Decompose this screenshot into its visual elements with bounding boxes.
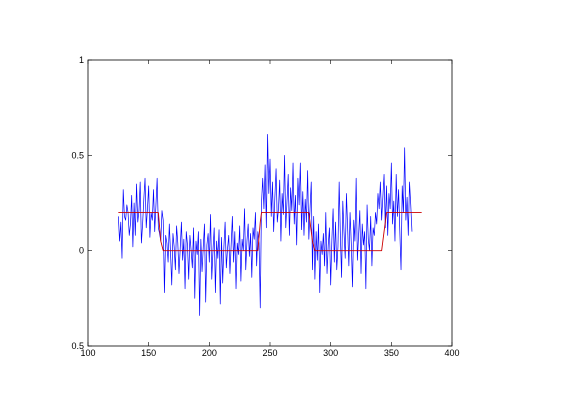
noisy-series-line (117, 134, 413, 316)
x-tick-label: 200 (202, 348, 217, 358)
x-tick-label: 400 (444, 348, 459, 358)
x-tick-label: 150 (141, 348, 156, 358)
y-tick-label: 0 (79, 246, 84, 256)
plot-area: 100 150 200 250 300 350 400 0.5 0 0.5 1 (71, 55, 459, 358)
y-tick-label: 0.5 (71, 150, 84, 160)
x-tick-label: 100 (80, 348, 95, 358)
axes-frame (87, 59, 453, 347)
step-series-line (118, 212, 422, 252)
y-tick-label: 1 (79, 55, 84, 65)
y-tick-label: 0.5 (71, 341, 84, 351)
x-tick-label: 300 (323, 348, 338, 358)
x-tick-label: 250 (262, 348, 277, 358)
x-tick-label: 350 (384, 348, 399, 358)
